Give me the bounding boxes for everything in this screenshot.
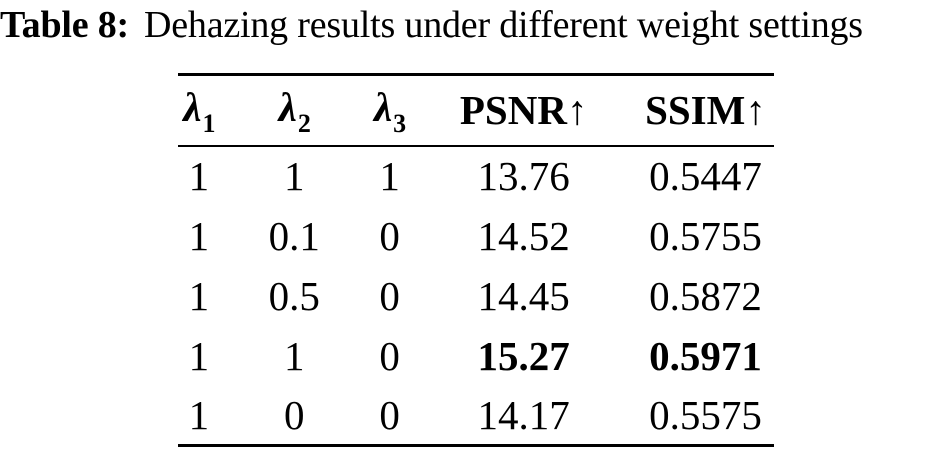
table-cell: 1 <box>188 391 210 438</box>
table-cell: 0.1 <box>268 212 320 259</box>
table-cell: 1 <box>379 153 400 199</box>
caption-label: Table 8: <box>0 4 129 46</box>
table-caption: Table 8: Dehazing results under different… <box>0 0 948 50</box>
table-cell: 13.76 <box>477 153 570 199</box>
paper-table-figure: Table 8: Dehazing results under different… <box>0 0 948 447</box>
table-row: 1 0.1 0 14.52 0.5755 <box>178 206 774 266</box>
table-row: 1 0.5 0 14.45 0.5872 <box>178 266 774 326</box>
header-lambda2: λ2 <box>220 75 369 146</box>
table-cell: 0.5872 <box>649 272 762 319</box>
table-cell: 1 <box>188 332 210 379</box>
lambda-symbol: λ <box>373 84 393 131</box>
table-cell: 14.17 <box>477 391 570 438</box>
caption-text: Dehazing results under different weight … <box>143 4 863 46</box>
table-cell-best-psnr: 15.27 <box>477 332 570 379</box>
table-row-best: 1 1 0 15.27 0.5971 <box>178 326 774 386</box>
table-cell-best-ssim: 0.5971 <box>649 332 762 379</box>
header-psnr-label: PSNR <box>459 87 567 134</box>
lambda-symbol: λ <box>183 84 202 131</box>
lambda2-subscript: 2 <box>297 109 311 139</box>
header-ssim: SSIM↑ <box>637 75 774 146</box>
table-cell: 0.5 <box>268 272 320 319</box>
table-cell: 0 <box>379 332 400 379</box>
results-table: λ1 λ2 λ3 PSNR↑ SSIM↑ 1 1 1 13.76 0.5447 … <box>178 73 774 447</box>
table-row: 1 0 0 14.17 0.5575 <box>178 386 774 446</box>
table-cell: 1 <box>188 272 210 319</box>
header-lambda1: λ1 <box>178 75 220 146</box>
table-cell: 0 <box>379 272 400 319</box>
table-cell: 0 <box>379 391 400 438</box>
table-header-row: λ1 λ2 λ3 PSNR↑ SSIM↑ <box>178 75 774 146</box>
up-arrow-icon: ↑ <box>566 87 588 134</box>
table-row: 1 1 1 13.76 0.5447 <box>178 146 774 206</box>
lambda1-subscript: 1 <box>202 109 216 139</box>
table-cell: 0 <box>379 212 400 259</box>
table-cell: 14.45 <box>477 272 570 319</box>
lambda-symbol: λ <box>278 84 297 131</box>
up-arrow-icon: ↑ <box>745 87 766 134</box>
header-lambda3: λ3 <box>369 75 411 146</box>
table-cell: 0.5755 <box>649 212 762 259</box>
header-ssim-label: SSIM <box>645 87 746 134</box>
table-cell: 1 <box>188 153 210 199</box>
table-cell: 0 <box>283 391 305 438</box>
table-cell: 14.52 <box>477 212 570 259</box>
table-cell: 1 <box>283 332 305 379</box>
table-cell: 1 <box>188 212 210 259</box>
table-cell: 0.5447 <box>649 153 762 199</box>
header-psnr: PSNR↑ <box>410 75 636 146</box>
table-cell: 1 <box>283 153 305 199</box>
table-cell: 0.5575 <box>649 391 762 438</box>
lambda3-subscript: 3 <box>393 109 407 139</box>
